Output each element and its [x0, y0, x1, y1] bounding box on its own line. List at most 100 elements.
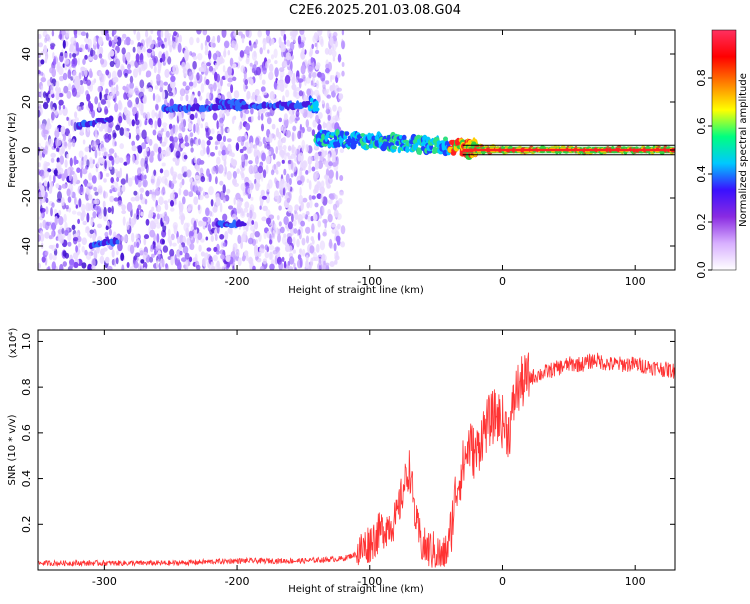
spectrogram-cell — [105, 225, 109, 231]
spectrogram-cell — [165, 130, 170, 138]
spectrogram-cell — [55, 86, 59, 92]
spectrogram-cell — [201, 257, 207, 267]
spectrogram-cell — [171, 40, 176, 51]
spectrogram-cell — [308, 180, 312, 190]
spectrogram-cell — [174, 125, 178, 136]
spectrogram-cell — [223, 50, 227, 58]
spectrogram-cell — [140, 211, 144, 217]
spectrogram-cell — [173, 136, 178, 143]
spectrogram-cell — [210, 152, 215, 157]
spectrogram-cell — [71, 63, 76, 68]
spectrogram-cell — [92, 232, 96, 242]
spectrogram-cell — [313, 152, 319, 162]
spectrogram-cell — [206, 168, 210, 177]
spectrogram-cell — [226, 138, 232, 143]
spectrogram-cell — [55, 91, 60, 101]
spectrogram-cell — [198, 138, 201, 146]
spectrogram-cell — [84, 67, 88, 78]
spectrogram-cell — [85, 202, 91, 212]
spectrogram-cell — [125, 115, 131, 123]
spectrogram-cell — [51, 244, 57, 252]
spectrogram-cell — [67, 69, 72, 80]
spectrogram-cell — [246, 212, 250, 218]
spectrogram-cell — [113, 258, 117, 267]
spectrogram-cell — [337, 223, 341, 230]
spectrogram-cell — [281, 159, 285, 164]
spectrogram-cell — [310, 155, 313, 162]
spectrogram-cell — [316, 95, 321, 103]
spectrogram-cell — [44, 55, 48, 64]
spectrogram-cell — [143, 46, 146, 53]
spectrogram-cell — [38, 162, 41, 168]
spectrogram-cell — [58, 103, 62, 111]
spectrogram-cell — [231, 40, 237, 48]
spectrogram-cell — [324, 47, 330, 55]
spectrogram-cell — [233, 31, 238, 37]
spectrogram-cell — [68, 83, 72, 91]
spectrogram-cell — [132, 154, 135, 165]
spectrogram-cell — [308, 164, 312, 174]
spectrogram-cell — [335, 170, 339, 181]
spectrogram-cell — [206, 145, 210, 155]
spectrogram-cell — [208, 186, 214, 196]
spectrogram-cell — [183, 189, 189, 197]
spectrogram-cell — [245, 55, 250, 63]
spectrogram-cell — [291, 162, 297, 173]
spectrogram-cell — [156, 73, 161, 82]
spectrogram-cell — [239, 121, 243, 130]
spectrogram-cell — [294, 204, 300, 211]
spectrogram-cell — [130, 196, 136, 202]
spectrogram-cell — [341, 30, 345, 36]
spectrogram-cell — [265, 30, 270, 36]
spectrogram-cell — [51, 222, 57, 231]
spectrogram-cell — [241, 154, 245, 162]
spectrogram-heat-layer — [38, 30, 675, 270]
spectrogram-cell — [42, 102, 49, 110]
spectrogram-cell — [167, 236, 172, 244]
spectrogram-cell — [196, 72, 200, 81]
spectrogram-cell — [75, 42, 79, 52]
spectrogram-cell — [120, 236, 124, 242]
spectrogram-cell — [265, 193, 270, 204]
spectrogram-cell — [246, 90, 251, 100]
spectrogram-cell — [80, 168, 83, 179]
snr-y-ticks: 0.2 0.4 0.6 0.8 1.0 — [20, 333, 675, 533]
spectrogram-cell — [109, 60, 115, 68]
spectrogram-cell — [212, 112, 218, 121]
spectrogram-cell — [260, 86, 266, 93]
spectrogram-cell — [88, 157, 93, 165]
spectrogram-cell — [182, 235, 186, 244]
spectrogram-cell — [223, 263, 227, 268]
spectrogram-cell — [48, 253, 53, 261]
spectrogram-cell — [136, 110, 139, 119]
spectrogram-cell — [137, 46, 141, 55]
spectrogram-cell — [214, 71, 218, 82]
spectrogram-cell — [138, 102, 143, 112]
spectrogram-cell — [143, 234, 150, 240]
spectrogram-cell — [216, 120, 219, 130]
spectrogram-cell — [320, 180, 325, 189]
spectrogram-cell — [200, 238, 205, 243]
spectrogram-cell — [155, 93, 160, 104]
spectrogram-cell — [181, 61, 186, 69]
spectrogram-cell — [282, 145, 287, 150]
spectrogram-cell — [311, 166, 316, 172]
spectrogram-cell — [240, 183, 246, 191]
spectrogram-cell — [109, 50, 115, 57]
spectrogram-cell — [232, 265, 235, 270]
spectrogram-cell — [232, 213, 237, 220]
spectrogram-cell — [294, 267, 297, 270]
spectrogram-cell — [114, 58, 121, 69]
spectrogram-cell — [155, 260, 159, 269]
spectrogram-cell — [303, 36, 307, 41]
spectrogram-cell — [104, 160, 107, 170]
spectrogram-cell — [153, 56, 159, 64]
spectrogram-cell — [305, 226, 311, 234]
spectrogram-cell — [58, 109, 63, 116]
spectrogram-cell — [143, 267, 146, 270]
spectrogram-cell — [315, 80, 320, 89]
spectrogram-cell — [105, 69, 110, 76]
spectrogram-cell — [190, 235, 194, 241]
spectrogram-cell — [127, 99, 133, 108]
spectrogram-cell — [127, 63, 131, 70]
